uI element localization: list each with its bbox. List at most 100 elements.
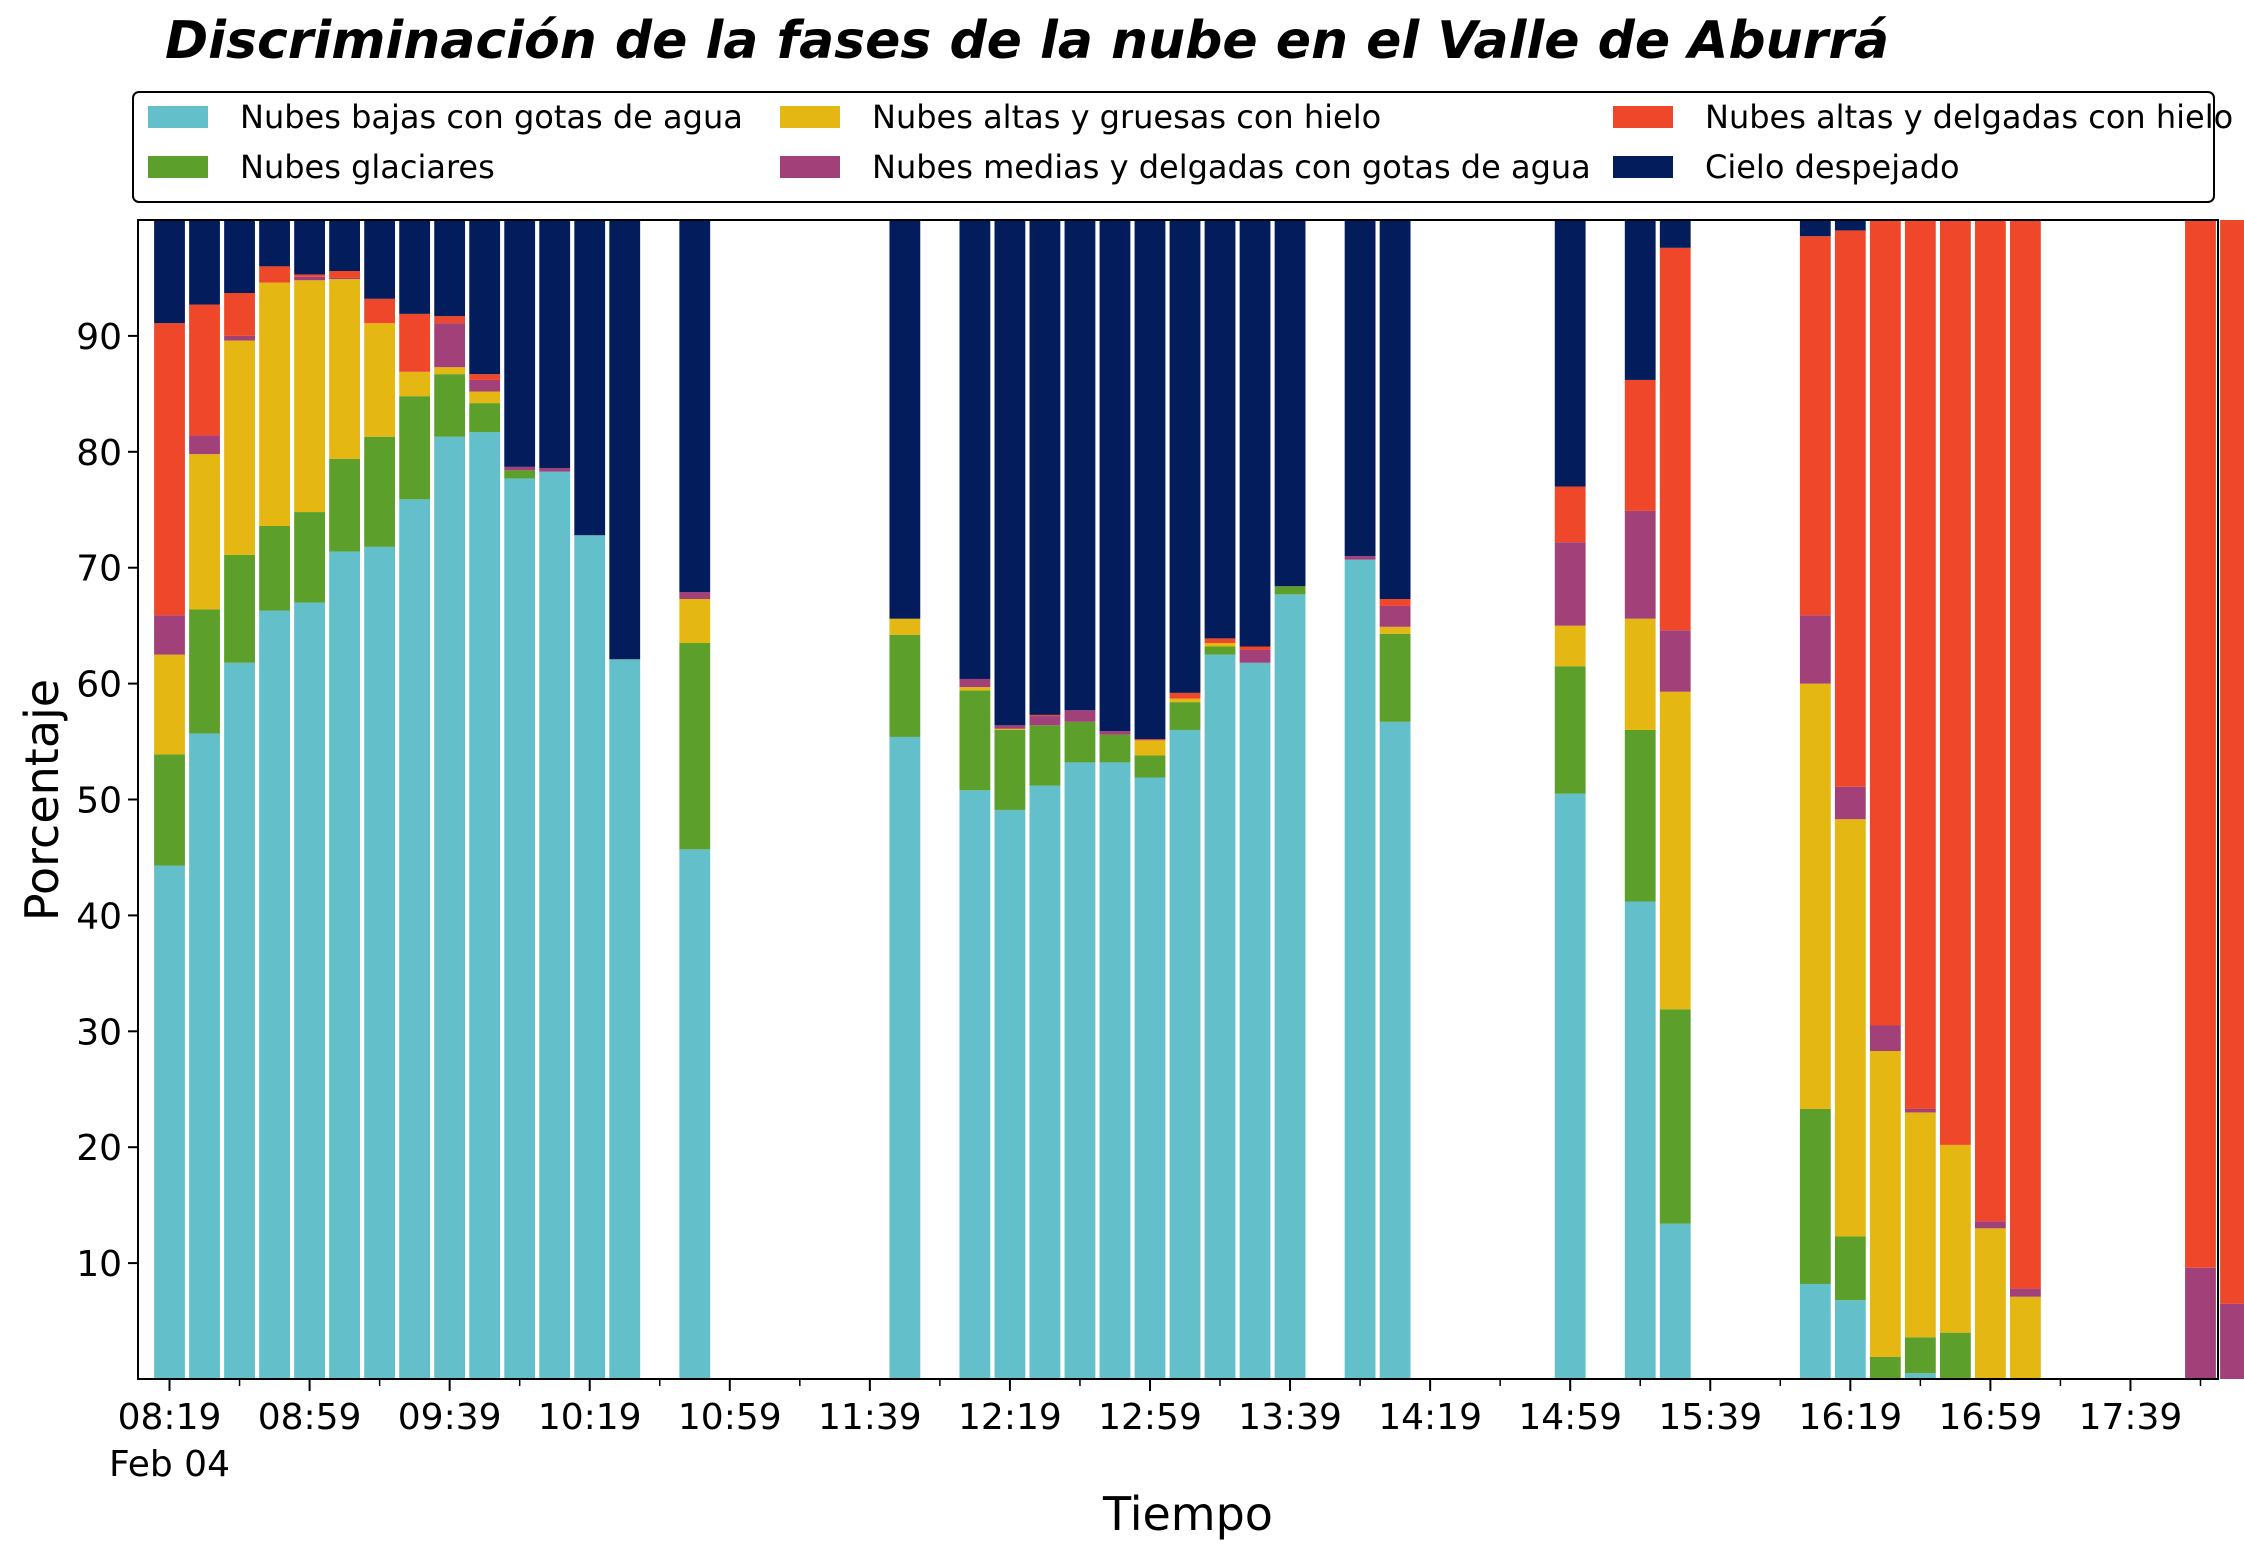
bar-segment-0929-s4: [399, 313, 431, 372]
chart-title: Discriminación de la fases de la nube en…: [165, 11, 1889, 71]
y-tick-label-10: 10: [76, 1244, 122, 1285]
bar-segment-0949-s3: [469, 379, 501, 392]
x-tick-label-1139: 11:39: [818, 1397, 922, 1438]
x-tick-label-1019: 10:19: [538, 1397, 642, 1438]
plot-area: 10 20 30 40 50 60 70 80 90 08:19 08:59 09:39 10:19 1…: [76, 219, 2244, 1485]
bar-segment-1309-s4: [1169, 692, 1201, 699]
bar-segment-1229-s1: [1029, 725, 1061, 786]
y-tick-label-60: 60: [76, 665, 122, 706]
bar-segment-1759-s4: [2220, 220, 2244, 1304]
bar-segment-1259-s0: [1134, 777, 1166, 1379]
y-tick-label-30: 30: [76, 1012, 122, 1053]
bar-segment-0859-s5: [294, 220, 325, 275]
bar-segment-0829-s3: [189, 435, 220, 455]
bar-segment-0919-s4: [364, 298, 396, 324]
bar-segment-1209-s3: [959, 678, 991, 688]
legend-label-3: Nubes medias y delgadas con gotas de agu…: [872, 148, 1591, 186]
bar-segment-1309-s1: [1169, 702, 1201, 730]
bar-segment-1649-s3: [1974, 1221, 2006, 1229]
bar-segment-0939-s2: [434, 367, 466, 375]
y-tick-label-50: 50: [76, 781, 122, 822]
bar-segment-1609-s2: [1834, 819, 1866, 1237]
bar-segment-1009-s0: [539, 471, 571, 1379]
bar-segment-0819-s2: [154, 654, 185, 755]
bar-segment-1149-s1: [889, 634, 921, 737]
bar-segment-1009-s5: [539, 220, 571, 469]
bar-segment-1049-s5: [679, 220, 711, 593]
bar-segment-1639-s2: [1939, 1144, 1971, 1333]
bar-segment-0839-s1: [224, 554, 255, 663]
y-tick-label-80: 80: [76, 433, 122, 474]
bar-segment-0819-s0: [154, 865, 185, 1379]
bar-segment-1049-s0: [679, 849, 711, 1379]
legend-label-5: Cielo despejado: [1705, 148, 1960, 186]
bar-segment-1229-s3: [1029, 716, 1061, 726]
bar-segment-0819-s4: [154, 323, 185, 616]
bar-segment-0959-s5: [504, 220, 536, 467]
bar-segment-1209-s0: [959, 790, 991, 1379]
y-tick-label-20: 20: [76, 1128, 122, 1169]
x-tick-label-1619: 16:19: [1798, 1397, 1902, 1438]
bar-segment-1459-s5: [1554, 220, 1586, 487]
bar-segment-1519-s5: [1624, 220, 1656, 380]
bar-segment-0829-s4: [189, 304, 220, 436]
legend-swatch-1: [148, 156, 208, 178]
bar-segment-1759-s3: [2220, 1303, 2244, 1379]
bar-segment-1659-s3: [2010, 1288, 2041, 1297]
bar-segment-1559-s3: [1799, 615, 1831, 684]
bar-segment-0919-s2: [364, 323, 396, 437]
bar-segment-0949-s5: [469, 220, 501, 375]
bar-segment-0829-s0: [189, 733, 220, 1379]
bar-segment-0849-s4: [259, 266, 290, 283]
bar-segment-1209-s2: [959, 687, 991, 691]
x-tick-label-0939: 09:39: [398, 1397, 502, 1438]
bar-segment-1519-s4: [1624, 379, 1656, 511]
x-tick-label-1219: 12:19: [958, 1397, 1062, 1438]
y-tick-label-90: 90: [76, 317, 122, 358]
bar-segment-1049-s3: [679, 592, 711, 599]
legend-swatch-5: [1613, 156, 1673, 178]
bar-segment-1529-s4: [1659, 247, 1691, 631]
bar-segment-0839-s5: [224, 220, 255, 294]
bar-segment-0959-s0: [504, 478, 536, 1380]
bar-segment-1229-s4: [1029, 714, 1061, 717]
bar-segment-0829-s1: [189, 609, 220, 734]
bar-segment-1339-s1: [1274, 586, 1306, 595]
x-tick-label-1659: 16:59: [1939, 1397, 2043, 1438]
bar-segment-1319-s1: [1204, 646, 1236, 655]
bar-segment-0919-s1: [364, 436, 396, 547]
bar-segment-1259-s1: [1134, 755, 1166, 778]
bar-segment-1559-s1: [1799, 1108, 1831, 1284]
bar-segment-1529-s1: [1659, 1009, 1691, 1224]
bar-segment-1219-s3: [994, 725, 1026, 729]
bar-segment-0859-s4: [294, 274, 325, 277]
bar-segment-1019-s5: [574, 220, 606, 536]
bar-segment-1229-s5: [1029, 220, 1061, 715]
bar-segment-1619-s2: [1869, 1051, 1901, 1357]
bar-segment-0909-s5: [329, 220, 360, 271]
legend-frame: [132, 91, 2215, 203]
x-tick-label-1459: 14:59: [1518, 1397, 1622, 1438]
legend-swatch-0: [148, 106, 208, 128]
bar-segment-1359-s5: [1344, 220, 1376, 557]
x-tick-label-0859: 08:59: [258, 1397, 362, 1438]
bar-segment-1459-s4: [1554, 486, 1586, 543]
bars-group: [154, 220, 2244, 1380]
bar-segment-0939-s0: [434, 436, 466, 1380]
bar-segment-1019-s0: [574, 535, 606, 1379]
bar-segment-0909-s0: [329, 551, 360, 1379]
bar-segment-0949-s4: [469, 374, 501, 380]
bar-segment-0939-s4: [434, 316, 466, 324]
bar-segment-0959-s3: [504, 466, 536, 471]
bar-segment-1219-s0: [994, 809, 1026, 1379]
bar-segment-1239-s5: [1064, 220, 1096, 711]
bar-segment-0859-s1: [294, 512, 325, 603]
bar-segment-1409-s2: [1379, 626, 1411, 634]
bar-segment-0849-s1: [259, 525, 290, 611]
bar-segment-1149-s2: [889, 618, 921, 635]
bar-segment-1459-s3: [1554, 542, 1586, 626]
bar-segment-1619-s3: [1869, 1025, 1901, 1052]
bar-segment-0939-s5: [434, 220, 466, 317]
bar-segment-1249-s1: [1099, 734, 1131, 763]
